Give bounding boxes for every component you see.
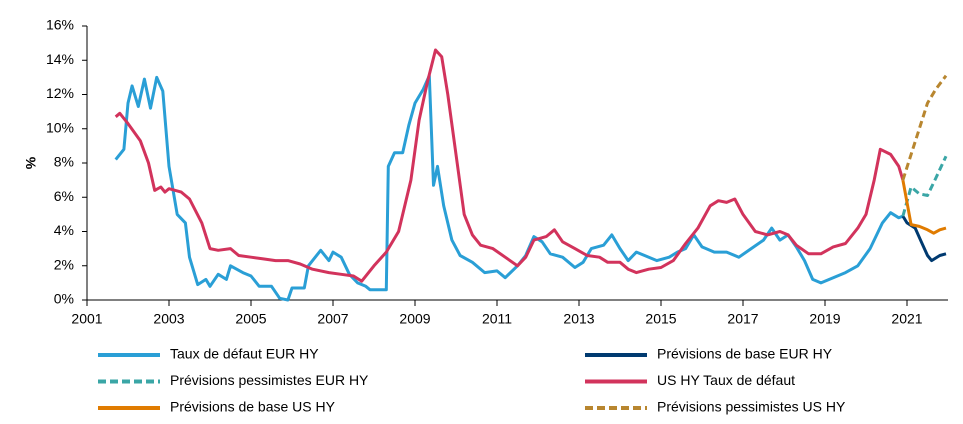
y-tick-label: 2% [54,256,74,272]
y-tick-label: 4% [54,222,74,238]
series-line [901,155,948,217]
legend-label: Prévisions de base US HY [170,399,336,415]
x-tick-label: 2005 [235,311,266,327]
y-tick-label: 12% [46,85,74,101]
series-line [901,215,947,263]
legend-label: Prévisions pessimistes EUR HY [170,372,369,388]
x-tick-label: 2017 [727,311,758,327]
series-line [114,48,905,283]
legend-label: US HY Taux de défaut [657,372,795,388]
y-tick-label: 6% [54,188,74,204]
series-line [901,74,948,181]
x-tick-label: 2007 [317,311,348,327]
x-tick-label: 2001 [71,311,102,327]
y-tick-label: 16% [46,17,74,33]
legend-label: Taux de défaut EUR HY [170,346,319,362]
x-tick-label: 2019 [809,311,840,327]
y-tick-label: 14% [46,51,74,67]
x-tick-label: 2013 [563,311,594,327]
y-tick-label: 8% [54,154,74,170]
x-tick-label: 2015 [645,311,676,327]
y-axis-label: % [23,156,39,169]
x-tick-label: 2009 [399,311,430,327]
y-tick-label: 10% [46,119,74,135]
legend-label: Prévisions de base EUR HY [657,346,833,362]
series-line [114,74,904,302]
series-line [901,179,947,235]
x-tick-label: 2003 [153,311,184,327]
legend-label: Prévisions pessimistes US HY [657,399,846,415]
x-tick-label: 2021 [891,311,922,327]
y-tick-label: 0% [54,291,74,307]
x-tick-label: 2011 [482,311,512,327]
